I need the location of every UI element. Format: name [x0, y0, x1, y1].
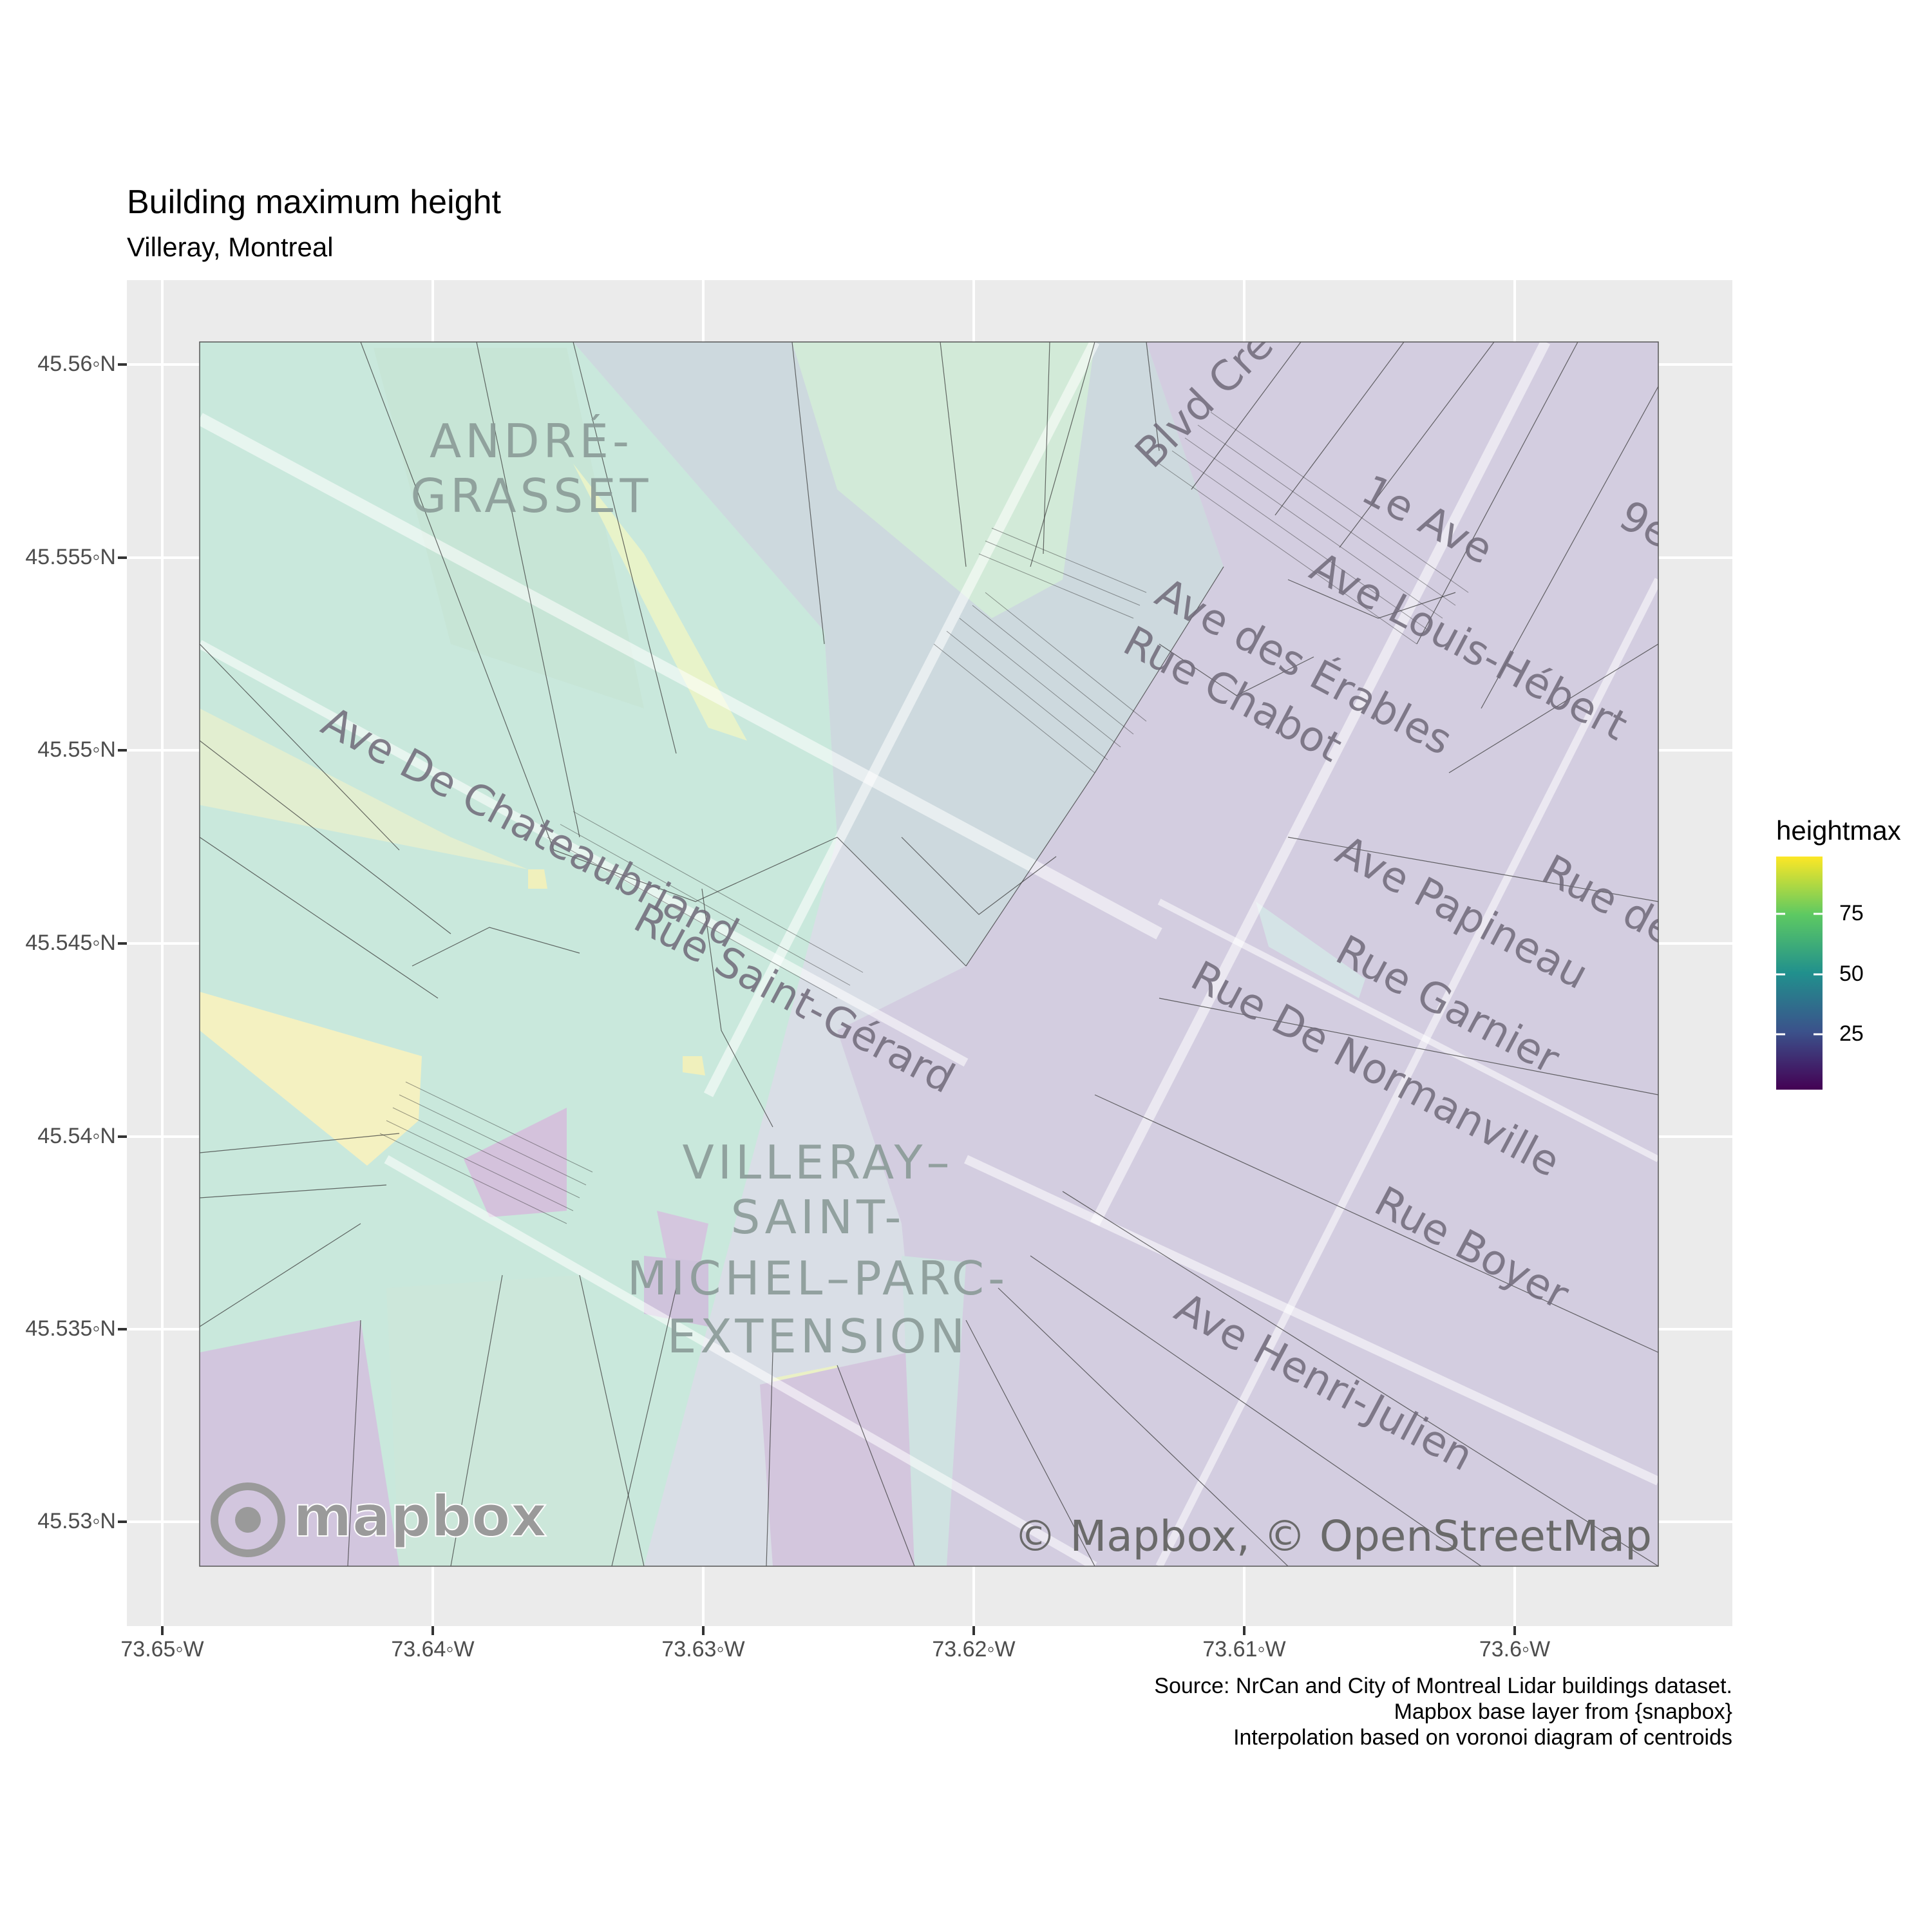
voronoi-dense-clusters — [379, 412, 1469, 1224]
neighbourhood-label: MICHEL–PARC- — [627, 1251, 1009, 1305]
caption-line: Mapbox base layer from {snapbox} — [1394, 1700, 1732, 1724]
axis-ticks — [118, 363, 1516, 1635]
map-border — [199, 341, 1659, 1567]
voronoi-fill — [200, 342, 1658, 1566]
y-tick-label: 45.545◦N — [25, 931, 116, 955]
legend-title: heightmax — [1776, 815, 1901, 846]
legend-colorbar — [1776, 857, 1823, 1090]
map-raster: ANDRÉ- GRASSET VILLERAY– SAINT- MICHEL–P… — [200, 342, 1658, 1566]
caption-line: Interpolation based on voronoi diagram o… — [1233, 1725, 1732, 1750]
voronoi-edges — [200, 342, 1658, 1566]
x-tick-label: 73.65◦W — [120, 1637, 204, 1662]
legend-ticks — [1776, 913, 1823, 1036]
neighbourhood-label: SAINT- — [731, 1190, 905, 1244]
x-tick-label: 73.63◦W — [661, 1637, 745, 1662]
y-tick-label: 45.53◦N — [37, 1509, 116, 1533]
basemap-roads — [200, 342, 1658, 1566]
y-tick-label: 45.54◦N — [37, 1124, 116, 1148]
neighbourhood-label: EXTENSION — [667, 1309, 969, 1363]
mapbox-logo: mapbox — [211, 1482, 547, 1557]
chart-subtitle: Villeray, Montreal — [127, 232, 334, 262]
chart-caption: Source: NrCan and City of Montreal Lidar… — [831, 1673, 1732, 1750]
basemap-neighbourhood-labels: ANDRÉ- GRASSET VILLERAY– SAINT- MICHEL–P… — [410, 414, 1009, 1363]
svg-text:mapbox: mapbox — [293, 1483, 547, 1549]
x-tick-label: 73.61◦W — [1202, 1637, 1286, 1662]
x-tick-label: 73.64◦W — [391, 1637, 475, 1662]
caption-line: Source: NrCan and City of Montreal Lidar… — [1154, 1674, 1732, 1698]
neighbourhood-label: VILLERAY– — [683, 1135, 954, 1189]
legend-label: 50 — [1839, 961, 1864, 986]
neighbourhood-label: ANDRÉ- — [430, 414, 633, 468]
y-tick-label: 45.535◦N — [25, 1316, 116, 1341]
y-tick-label: 45.55◦N — [37, 737, 116, 762]
neighbourhood-label: GRASSET — [410, 469, 652, 523]
x-tick-label: 73.62◦W — [932, 1637, 1016, 1662]
legend-label: 75 — [1839, 901, 1864, 925]
x-tick-label: 73.6◦W — [1479, 1637, 1551, 1662]
map-attribution: © Mapbox, © OpenStreetMap — [1014, 1511, 1652, 1561]
legend-label: 25 — [1839, 1021, 1864, 1046]
chart-title: Building maximum height — [127, 184, 501, 221]
y-tick-label: 45.56◦N — [37, 352, 116, 376]
y-tick-label: 45.555◦N — [25, 545, 116, 569]
